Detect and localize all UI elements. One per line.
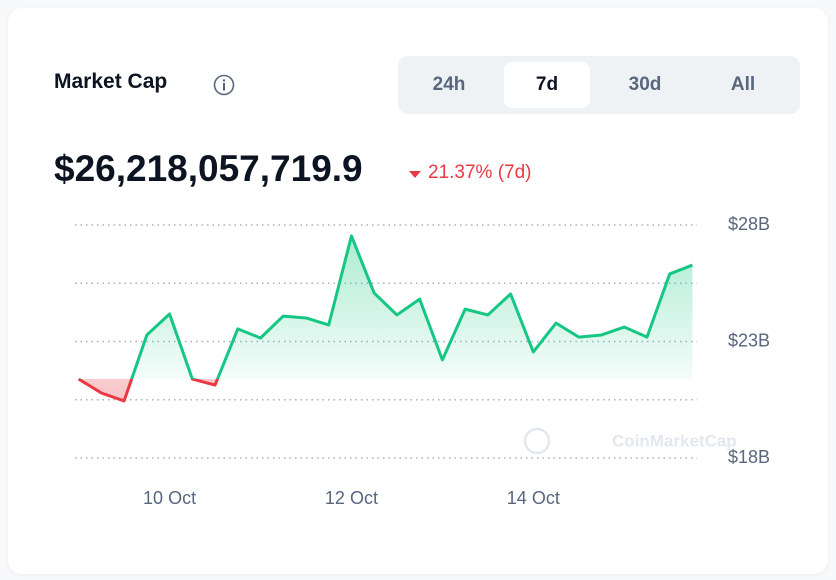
tab[interactable]: 30d xyxy=(628,74,662,95)
tab[interactable]: All xyxy=(730,74,756,95)
area-down xyxy=(78,379,218,401)
y-tick-label: $18B xyxy=(728,447,770,467)
x-tick-label: 10 Oct xyxy=(143,488,196,508)
info-icon[interactable] xyxy=(213,74,235,96)
watermark-logo xyxy=(523,427,551,455)
watermark: CoinMarketCap xyxy=(612,431,737,450)
title: Market Cap xyxy=(54,70,168,93)
y-tick-label: $28B xyxy=(728,214,770,234)
y-tick-label: $23B xyxy=(728,330,770,350)
line-up xyxy=(78,234,693,380)
price: $26,218,057,719.9 xyxy=(54,148,363,189)
tab-bar: 24h 7d 30d All xyxy=(398,56,800,114)
price-change: 21.37% (7d) xyxy=(428,162,532,183)
x-tick-label: 14 Oct xyxy=(507,488,560,508)
tab[interactable]: 24h xyxy=(432,74,466,95)
x-tick-label: 12 Oct xyxy=(325,488,378,508)
down-arrow xyxy=(409,171,421,178)
tab[interactable]: 7d xyxy=(504,62,590,108)
